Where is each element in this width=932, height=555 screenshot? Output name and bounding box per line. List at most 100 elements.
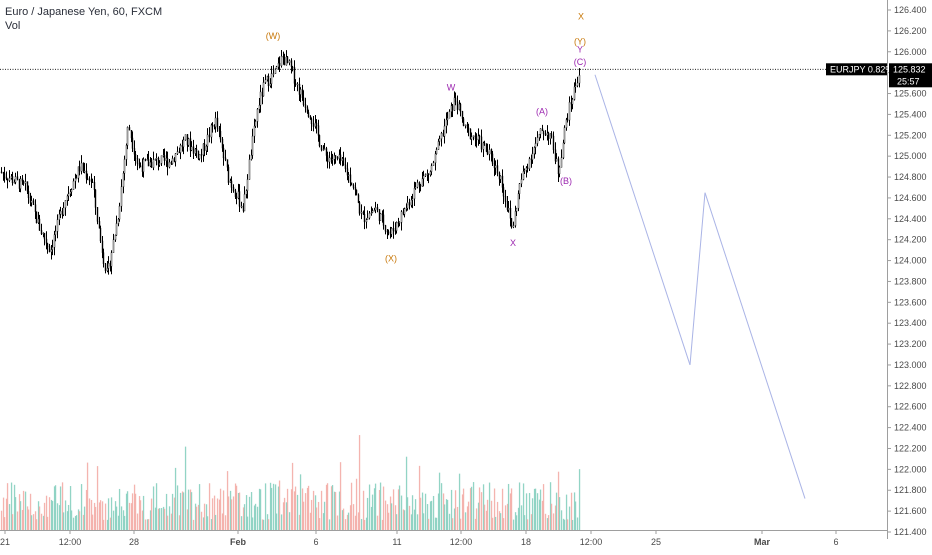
volume-bar: [341, 510, 344, 530]
candle-body: [422, 175, 425, 179]
candle-body: [478, 135, 481, 138]
volume-bar: [466, 506, 469, 530]
volume-bar: [133, 484, 136, 530]
volume-bar: [234, 483, 237, 530]
volume-bar: [296, 494, 299, 530]
volume-bar: [48, 497, 51, 530]
volume-bar: [358, 435, 361, 530]
volume-bar: [37, 501, 40, 530]
candle-body: [134, 154, 137, 159]
candle-body: [46, 243, 49, 247]
candle-body: [91, 181, 94, 184]
volume-bar: [522, 483, 525, 530]
volume-bar: [304, 493, 307, 530]
volume-bar: [134, 493, 137, 530]
candle-body: [507, 207, 510, 210]
candle-body: [541, 128, 544, 132]
candle-body: [555, 158, 558, 162]
volume-bar: [446, 499, 449, 530]
candle-body: [520, 179, 523, 184]
volume-bar: [27, 509, 30, 530]
volume-bar: [432, 495, 435, 530]
volume-bar: [354, 515, 357, 530]
candle-body: [299, 89, 302, 95]
volume-bar: [312, 490, 315, 530]
volume-bar: [318, 518, 321, 530]
candle-body: [250, 155, 253, 160]
candle-body: [368, 213, 371, 219]
candle-body: [374, 207, 377, 211]
volume-bar: [88, 498, 91, 530]
volume-bar: [278, 480, 281, 530]
volume-bar: [509, 493, 512, 530]
volume-bar: [254, 503, 257, 530]
candle-body: [574, 85, 577, 88]
volume-bar: [533, 488, 536, 530]
volume-bar: [418, 465, 421, 530]
volume-bar: [442, 493, 445, 530]
y-tick-label: 125.600: [894, 89, 927, 99]
volume-bar: [339, 462, 342, 530]
wave-label: (Y): [574, 36, 586, 46]
y-axis[interactable]: 126.400126.200126.000125.800125.600125.4…: [826, 0, 932, 539]
candle-body: [522, 171, 525, 180]
volume-bar: [408, 505, 411, 530]
candle-body: [387, 231, 390, 233]
candle-body: [101, 240, 104, 253]
volume-bar: [547, 515, 550, 530]
candle-body: [208, 134, 211, 138]
candle-body: [24, 181, 27, 184]
volume-bar: [550, 503, 553, 530]
volume-bar: [574, 501, 577, 530]
candle-body: [466, 124, 469, 129]
candle-body: [571, 99, 574, 105]
volume-bar: [237, 493, 240, 530]
candle-body: [349, 174, 352, 183]
candle-body: [210, 124, 213, 138]
volume-bar: [310, 499, 313, 530]
volume-bar: [66, 511, 69, 530]
volume-bar: [486, 499, 489, 530]
candle-body: [34, 204, 37, 212]
volume-bar: [3, 517, 6, 530]
volume-bar: [504, 505, 507, 530]
candle-body: [283, 57, 286, 66]
candle-body: [424, 174, 427, 177]
candle-body: [278, 62, 281, 66]
volume-bar: [357, 512, 360, 530]
volume-bar: [301, 488, 304, 530]
candle-body: [115, 223, 118, 236]
candle-body: [400, 211, 403, 223]
candle-body: [392, 227, 395, 231]
volume-bar: [477, 502, 480, 530]
volume-bar: [11, 514, 14, 530]
volume-bar: [222, 490, 225, 530]
x-tick-label: 12:00: [580, 537, 603, 547]
candle-body: [251, 135, 254, 156]
volume-bar: [275, 513, 278, 530]
volume-bar: [350, 482, 353, 530]
volume-bar: [245, 495, 248, 530]
candle-body: [182, 139, 185, 147]
volume-bar: [390, 503, 393, 530]
candle-body: [459, 103, 462, 112]
candle-body: [104, 263, 107, 271]
candle-body: [274, 68, 277, 74]
candle-body: [262, 82, 265, 97]
candle-body: [547, 132, 550, 139]
candle-body: [346, 168, 349, 176]
candle-body: [58, 214, 61, 220]
volume-bar: [160, 508, 163, 530]
candle-body: [550, 133, 553, 137]
candle-body: [354, 187, 357, 191]
candle-body: [301, 89, 304, 98]
candle-body: [531, 153, 534, 160]
x-axis[interactable]: 21 12:00 28 Feb 6 11 12:00 18 12:00 25 Mar 6: [0, 530, 887, 547]
candle-body: [528, 158, 531, 169]
projection-segment: [594, 74, 691, 366]
candle-body: [539, 128, 542, 135]
candle-body: [166, 158, 169, 168]
volume-bar: [371, 494, 374, 530]
